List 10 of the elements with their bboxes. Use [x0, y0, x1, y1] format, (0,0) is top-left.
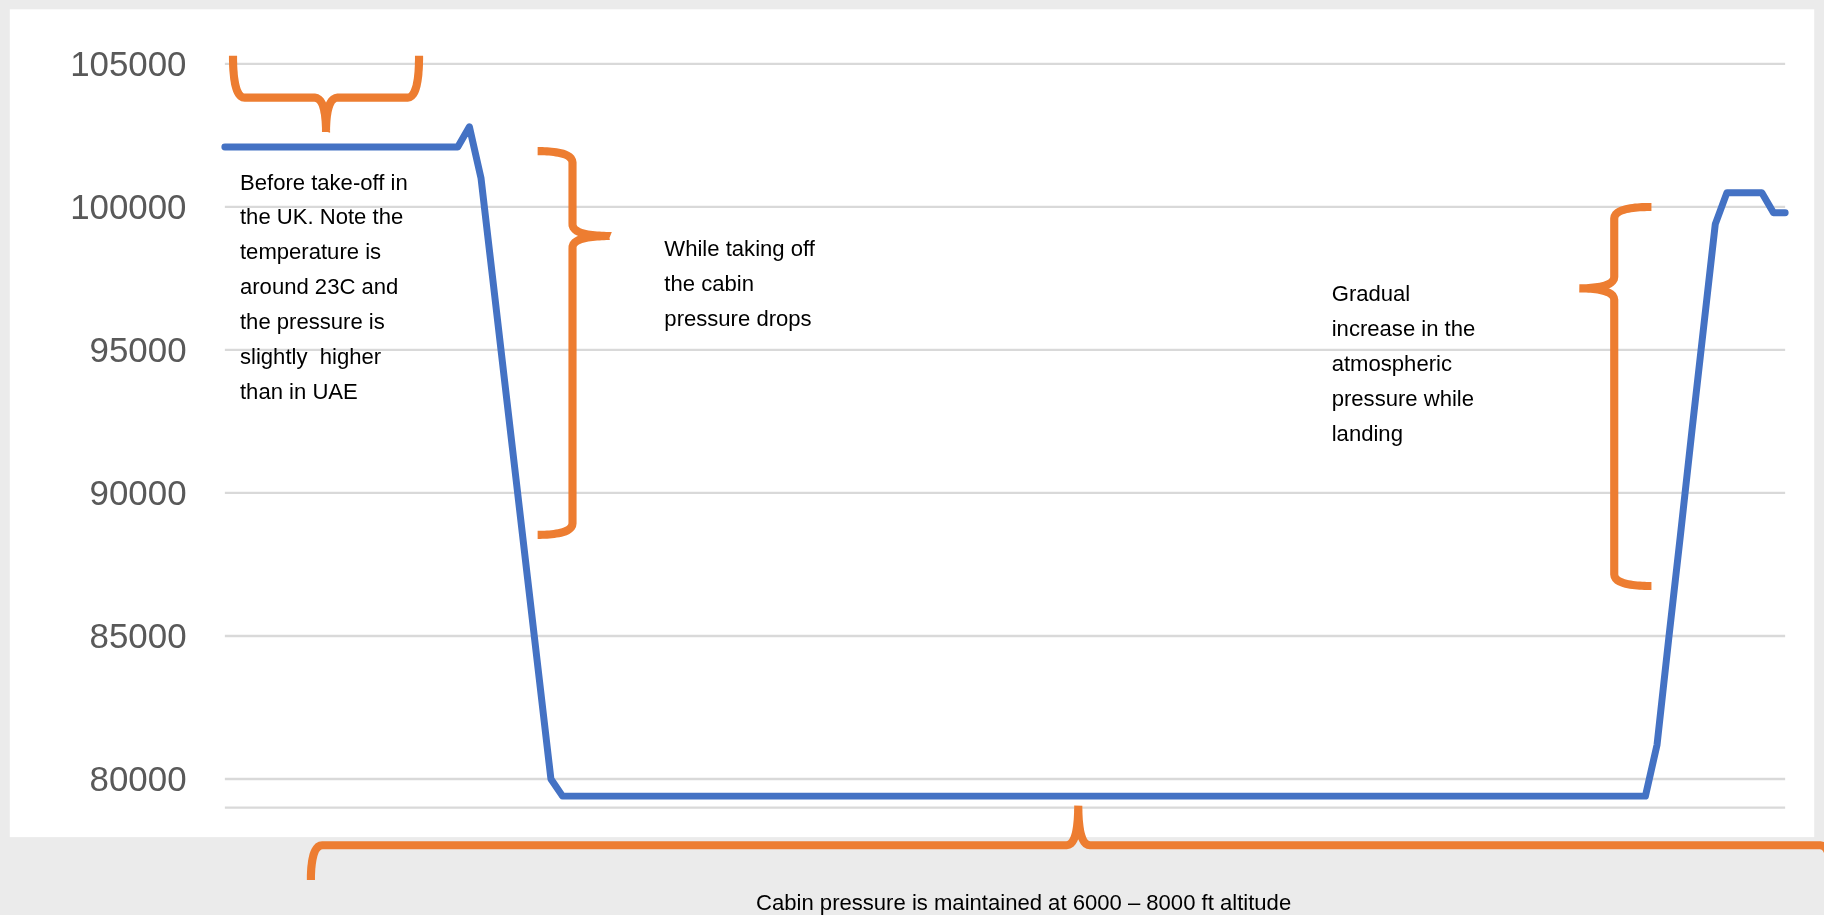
y-tick-label: 95000 [89, 329, 187, 369]
y-tick-label: 85000 [89, 615, 187, 655]
y-tick-label: 90000 [89, 472, 187, 512]
y-tick-label: 100000 [70, 186, 187, 226]
y-tick-label: 105000 [70, 43, 187, 83]
annotation: While taking off the cabin pressure drops [664, 235, 816, 331]
annotation: Before take-off in the UK. Note the temperature is around 23C and the pressure is slightly higher than in UAE [239, 169, 408, 404]
text: Cabin pressure is maintained at 6000 – 8000 ft altitude [756, 890, 1292, 915]
y-tick-label: 80000 [89, 758, 187, 798]
annotation: Gradual increase in the atmospheric pressure while landing [1331, 281, 1476, 446]
